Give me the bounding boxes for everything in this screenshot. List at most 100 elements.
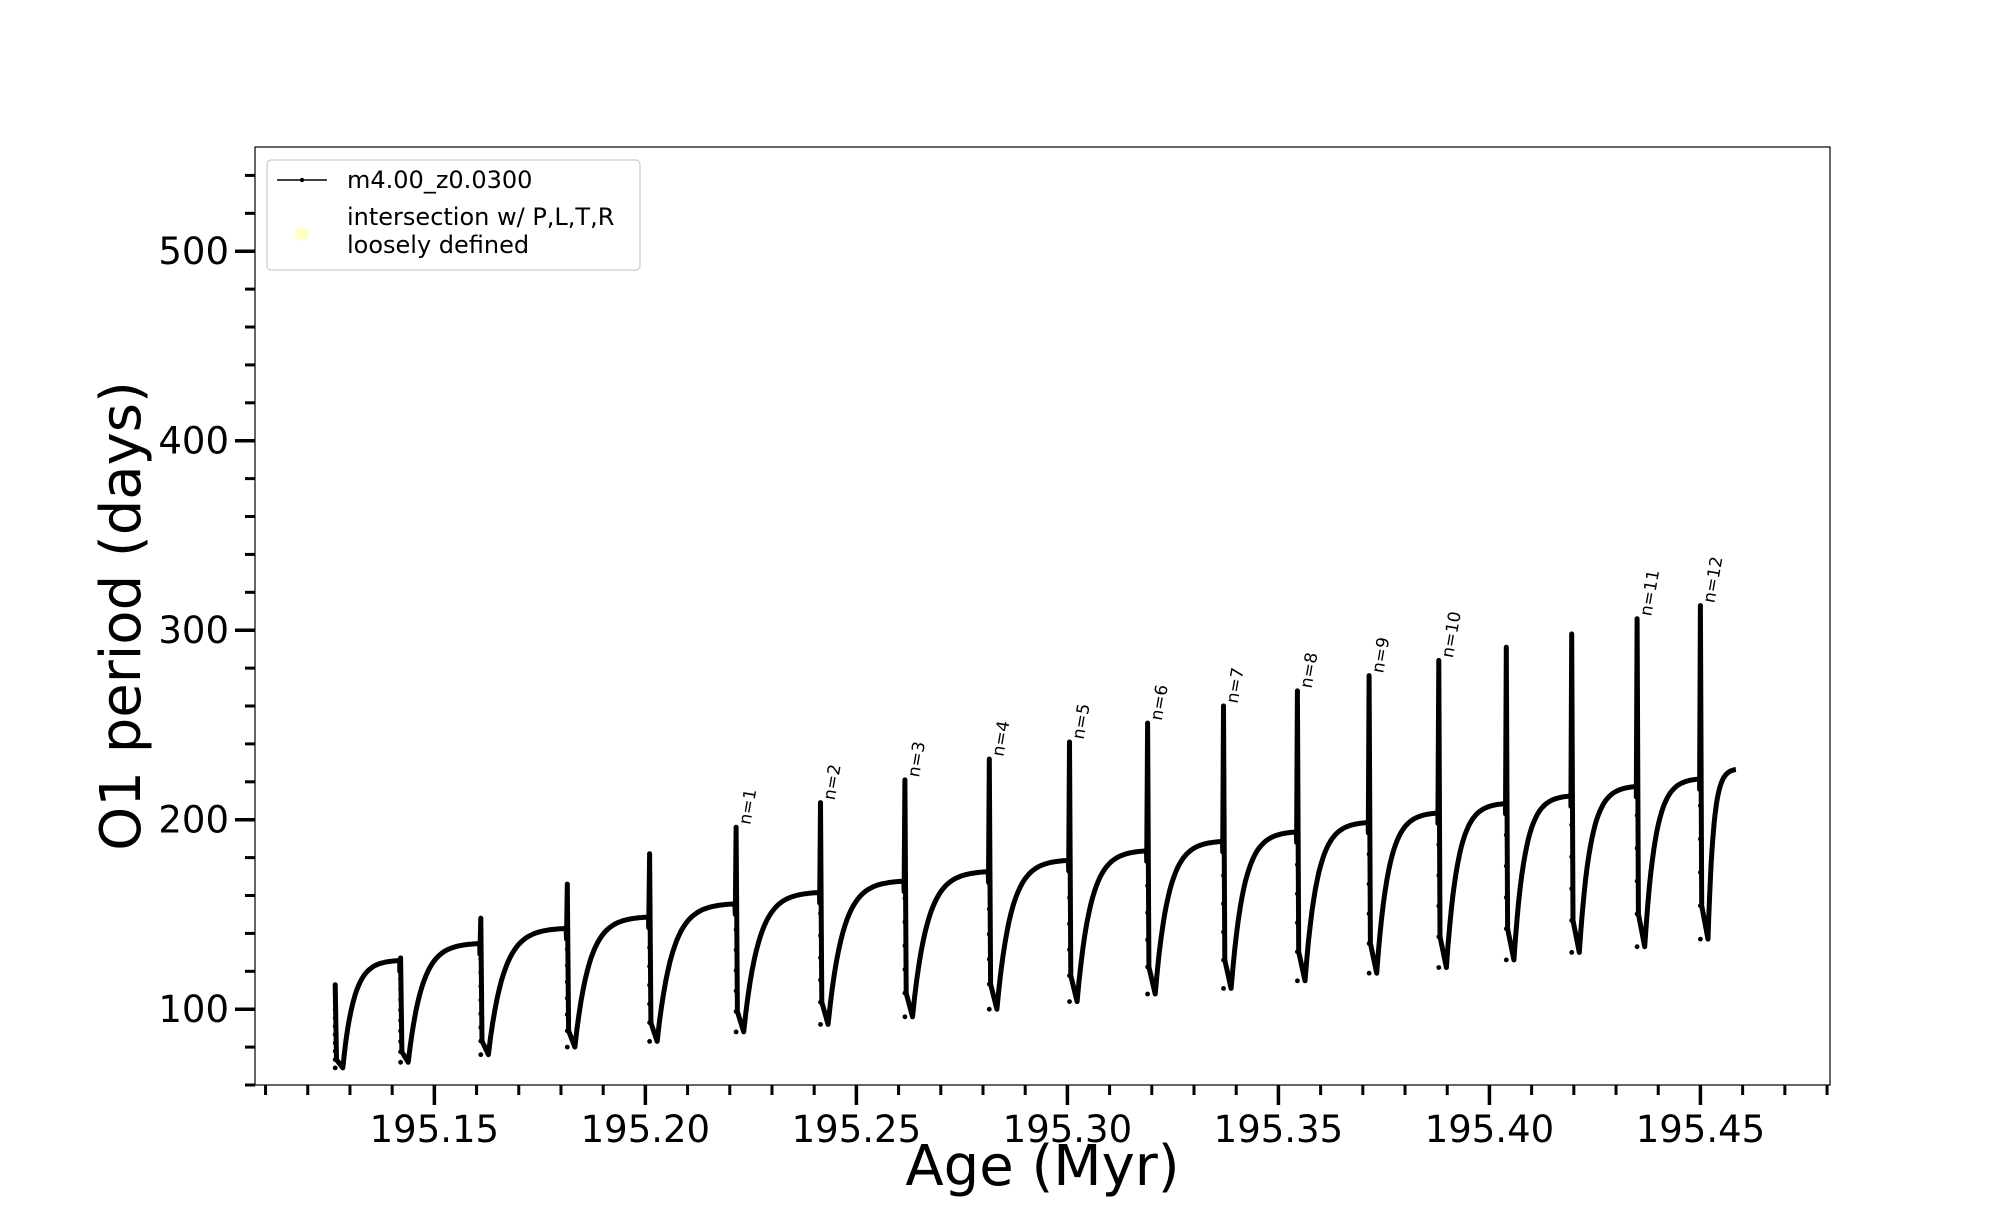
axes-group [254,146,1831,1086]
y-axis-label: O1 period (days) [89,381,154,851]
spike-point [1634,878,1640,884]
spike-point [818,844,823,850]
spike-point [332,1007,338,1012]
spike-point [1503,738,1509,744]
spike-point [564,995,570,1001]
spike-point [1698,736,1703,742]
spike-point [1221,760,1226,765]
spike-point [1145,747,1150,753]
spike-point [647,870,652,875]
legend-intersection-label-line2: loosely defined [347,231,529,259]
spike-point [733,824,739,830]
spike-point [818,999,823,1005]
spike-point [1221,986,1226,991]
spike-point [1436,903,1442,909]
spike-point [986,856,992,862]
spike-point [1503,644,1509,650]
legend-intersection-marker [295,227,309,241]
spike-point [398,966,403,971]
spike-point [564,1012,570,1017]
legend: m4.00_z0.0300 intersection w/ P,L,T,R lo… [266,159,641,271]
spike-point [1295,833,1300,839]
spike-point [1634,682,1640,687]
spike-point [478,929,484,935]
spike-point [986,931,992,937]
spike-point [1295,717,1300,723]
spike-point [733,845,739,851]
spike-point [986,756,992,762]
spike-point [986,831,992,837]
spike-point [733,927,739,932]
spike-point [1067,921,1072,927]
spike-point [398,976,403,982]
spike-point [1436,873,1442,878]
spike-point [398,1039,403,1044]
spike-point [1067,817,1072,823]
spike-point [902,895,908,901]
legend-box [266,159,641,271]
spike-point [733,947,739,953]
spike-point [647,907,652,913]
spike-point [1634,649,1640,654]
spike-point [1221,731,1226,737]
spike-point [564,1044,570,1050]
spike-point [986,781,992,787]
spike-point [1569,854,1575,860]
spike-point [478,1025,484,1030]
spike-point [1067,895,1072,901]
spike-point [733,1009,739,1014]
spike-point [1067,947,1072,953]
spike-point [478,1052,484,1058]
spike-point [1503,832,1509,838]
spike-point [1221,873,1226,878]
spike-point [1634,714,1640,720]
spike-point [1503,895,1509,900]
spike-point [478,943,484,948]
spike-point [1569,663,1575,669]
spike-point [1698,636,1703,642]
spike-point [1295,920,1300,926]
spike-point [902,777,908,783]
spike-point [332,998,338,1004]
plot-frame [254,146,1831,1086]
spike-point [818,1022,823,1027]
x-tick-label: 195.35 [1214,1108,1343,1151]
spike-point [1366,851,1372,857]
x-tick-label: 195.20 [581,1108,710,1151]
spike-point [1634,616,1640,622]
spike-point [902,848,908,854]
spike-point [1295,775,1300,781]
spike-point [1221,844,1226,850]
spike-point [1295,688,1300,694]
series-line [332,603,1738,1071]
spike-point [818,888,823,894]
spike-point [332,982,338,987]
spike-point [332,1023,338,1029]
spike-point [1221,816,1226,822]
spike-point [398,1049,403,1055]
spike-point [1634,813,1640,818]
spike-point [1295,978,1300,984]
spike-point [478,997,484,1003]
spike-point [1436,688,1442,694]
spike-point [1067,999,1072,1004]
spike-point [647,1020,652,1026]
spike-point [1221,901,1226,907]
spike-point [1569,631,1575,637]
spike-point [1503,863,1509,869]
spike-point [478,1038,484,1044]
spike-point [1698,603,1703,608]
spike-point [332,1040,338,1046]
spike-point [1436,658,1442,663]
x-tick-label: 195.45 [1636,1108,1765,1151]
spike-point [478,984,484,989]
spike-point [1634,911,1640,917]
spike-point [986,956,992,962]
spike-point [564,979,570,985]
spike-point [1366,941,1372,946]
spike-point [1569,758,1575,764]
x-ticks: 195.15 195.20 195.25 195.30 195.35 195.40 195.… [264,1085,1829,1151]
spike-point [818,933,823,939]
spike-point [398,986,403,992]
